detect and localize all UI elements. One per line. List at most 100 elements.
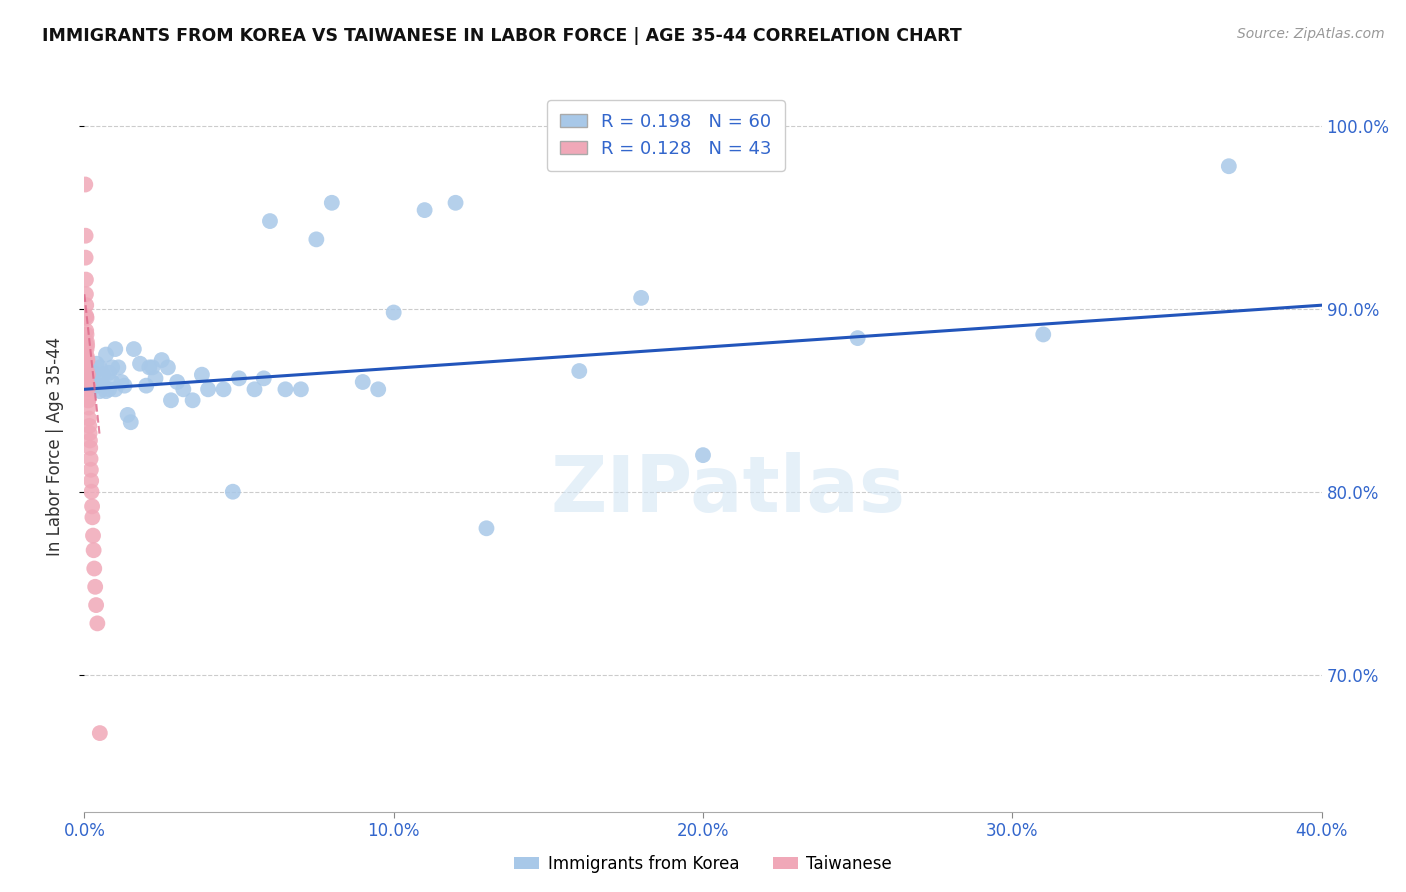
Point xyxy=(568,364,591,378)
Point xyxy=(367,382,389,396)
Point xyxy=(83,366,105,380)
Legend: Immigrants from Korea, Taiwanese: Immigrants from Korea, Taiwanese xyxy=(508,848,898,880)
Point xyxy=(129,357,152,371)
Text: IMMIGRANTS FROM KOREA VS TAIWANESE IN LABOR FORCE | AGE 35-44 CORRELATION CHART: IMMIGRANTS FROM KOREA VS TAIWANESE IN LA… xyxy=(42,27,962,45)
Point xyxy=(94,347,117,362)
Point xyxy=(79,426,101,441)
Point xyxy=(305,232,328,246)
Point xyxy=(76,350,98,364)
Point xyxy=(75,251,97,265)
Point xyxy=(75,324,97,338)
Point xyxy=(98,382,121,396)
Point xyxy=(84,598,107,612)
Point xyxy=(630,291,652,305)
Point xyxy=(98,366,121,380)
Point xyxy=(89,726,111,740)
Point xyxy=(191,368,214,382)
Point xyxy=(181,393,204,408)
Point xyxy=(76,353,98,368)
Point xyxy=(110,375,132,389)
Point xyxy=(75,228,97,243)
Point xyxy=(107,360,129,375)
Point xyxy=(222,484,245,499)
Point xyxy=(76,338,98,352)
Point xyxy=(75,309,97,323)
Point xyxy=(141,360,163,375)
Point xyxy=(145,371,167,385)
Point xyxy=(86,357,108,371)
Point xyxy=(290,382,312,396)
Point xyxy=(76,310,98,325)
Point xyxy=(160,393,183,408)
Point xyxy=(76,342,98,356)
Point xyxy=(83,378,105,392)
Point xyxy=(846,331,869,345)
Point xyxy=(80,474,103,488)
Point xyxy=(1218,159,1240,173)
Point xyxy=(76,375,98,389)
Point xyxy=(101,375,124,389)
Point xyxy=(150,353,173,368)
Point xyxy=(89,360,111,375)
Point xyxy=(89,384,111,399)
Point xyxy=(101,360,124,375)
Point xyxy=(76,368,98,382)
Point xyxy=(79,434,101,448)
Point xyxy=(80,484,103,499)
Point xyxy=(253,371,276,385)
Point xyxy=(86,616,108,631)
Point xyxy=(259,214,281,228)
Y-axis label: In Labor Force | Age 35-44: In Labor Force | Age 35-44 xyxy=(45,336,63,556)
Point xyxy=(413,203,436,218)
Point xyxy=(228,371,250,385)
Text: Source: ZipAtlas.com: Source: ZipAtlas.com xyxy=(1237,27,1385,41)
Point xyxy=(114,378,136,392)
Point xyxy=(77,401,100,415)
Point xyxy=(83,543,105,558)
Point xyxy=(82,510,104,524)
Point xyxy=(77,393,100,408)
Point xyxy=(76,382,98,396)
Point xyxy=(76,368,98,382)
Point xyxy=(84,580,107,594)
Point xyxy=(77,393,100,408)
Point xyxy=(76,378,98,392)
Point xyxy=(94,384,117,399)
Point xyxy=(76,353,98,368)
Point xyxy=(82,500,104,514)
Point xyxy=(80,463,103,477)
Point xyxy=(321,195,343,210)
Point xyxy=(79,441,101,455)
Point xyxy=(352,375,374,389)
Point xyxy=(76,327,98,342)
Point xyxy=(212,382,235,396)
Point xyxy=(122,342,145,356)
Point xyxy=(156,360,179,375)
Point xyxy=(89,371,111,385)
Point xyxy=(77,411,100,425)
Point xyxy=(104,382,127,396)
Point xyxy=(91,368,114,382)
Point xyxy=(76,364,98,378)
Point xyxy=(77,378,100,392)
Point xyxy=(197,382,219,396)
Point xyxy=(166,375,188,389)
Text: ZIPatlas: ZIPatlas xyxy=(550,452,905,528)
Point xyxy=(76,334,98,349)
Point xyxy=(79,371,101,385)
Point xyxy=(475,521,498,535)
Point xyxy=(1032,327,1054,342)
Point xyxy=(82,528,104,542)
Point xyxy=(86,378,108,392)
Point xyxy=(75,272,97,286)
Point xyxy=(444,195,467,210)
Point xyxy=(83,561,105,575)
Point xyxy=(75,298,97,312)
Point xyxy=(79,451,101,466)
Point xyxy=(138,360,160,375)
Point xyxy=(274,382,297,396)
Legend: R = 0.198   N = 60, R = 0.128   N = 43: R = 0.198 N = 60, R = 0.128 N = 43 xyxy=(547,100,785,170)
Point xyxy=(243,382,266,396)
Point xyxy=(382,305,405,319)
Point xyxy=(91,378,114,392)
